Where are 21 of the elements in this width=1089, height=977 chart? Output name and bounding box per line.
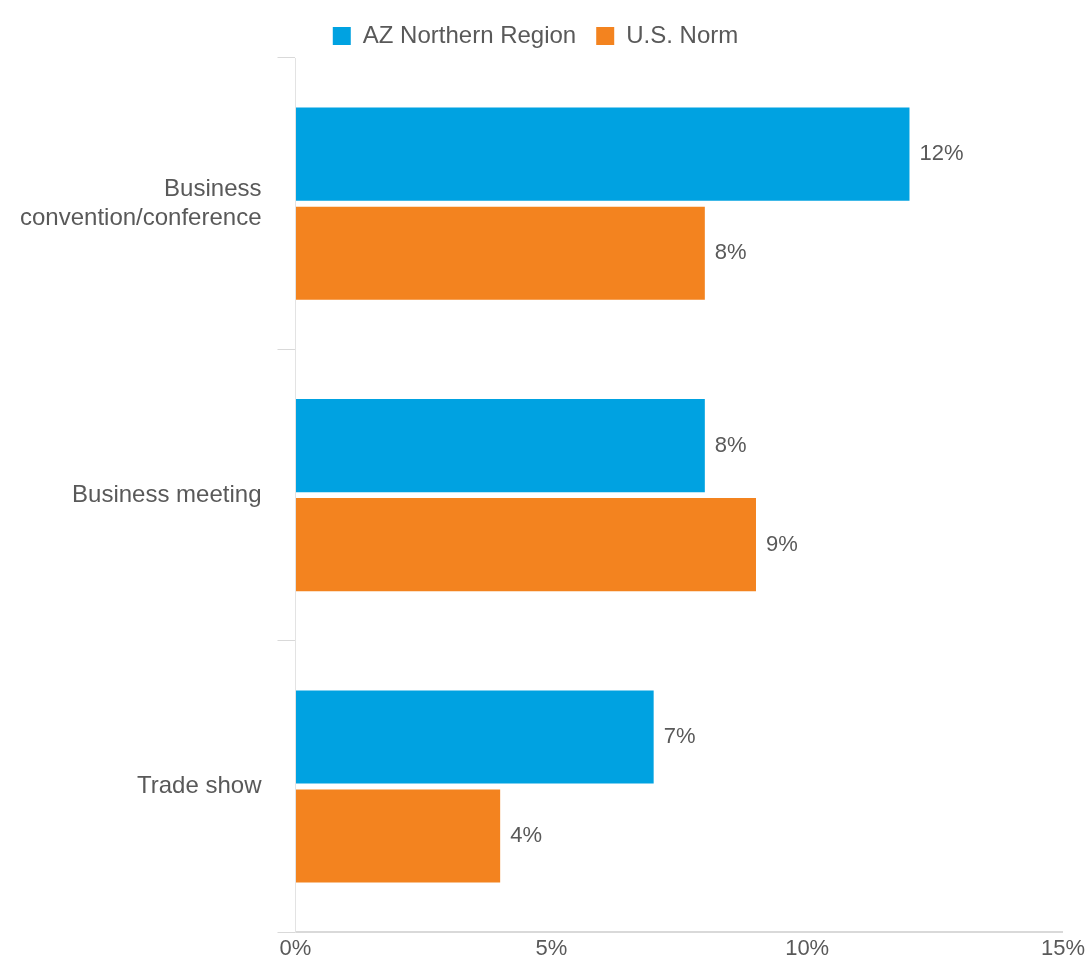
data-label: 7%: [663, 723, 696, 749]
legend-label: AZ Northern Region: [362, 20, 577, 48]
y-tick-label: Trade show: [137, 771, 263, 799]
bar: [296, 206, 705, 300]
bar: [296, 789, 501, 883]
data-label: 8%: [714, 431, 747, 457]
bar: [296, 399, 705, 493]
x-tick-label: 0%: [279, 935, 312, 961]
data-label: 12%: [919, 140, 964, 166]
x-tick-label: 5%: [535, 935, 568, 961]
x-tick-label: 10%: [785, 935, 830, 961]
data-label: 8%: [714, 239, 747, 265]
bar: [296, 107, 910, 201]
y-tick-label: Business convention/conference: [20, 173, 262, 230]
x-tick-label: 15%: [1040, 935, 1086, 961]
legend-label: U.S. Norm: [626, 20, 739, 48]
y-tick-label: Business meeting: [72, 479, 262, 507]
data-label: 4%: [510, 822, 542, 848]
data-label: 9%: [765, 530, 798, 556]
bar: [296, 690, 654, 784]
bar: [296, 498, 756, 592]
